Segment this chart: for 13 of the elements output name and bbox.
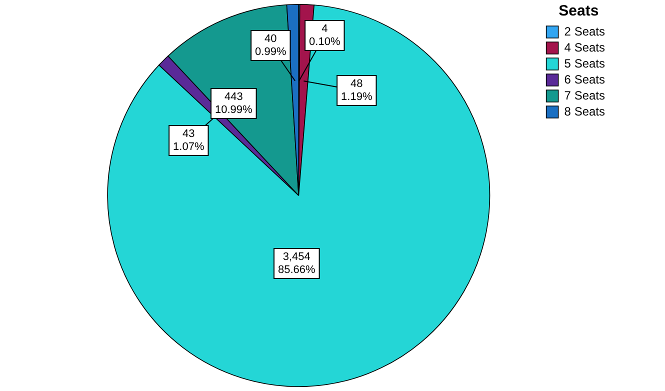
legend-label: 8 Seats [564, 104, 606, 118]
legend-label: 2 Seats [564, 24, 606, 38]
legend-label: 7 Seats [564, 88, 606, 102]
data-label: 43 1.07% [173, 128, 204, 154]
legend-title: Seats [558, 2, 599, 20]
data-label: 3,454 85.66% [278, 251, 316, 276]
data-label: 40 0.99% [255, 33, 286, 58]
data-label: 48 1.19% [341, 78, 372, 104]
legend-label: 6 Seats [564, 72, 606, 86]
legend-label: 5 Seats [564, 56, 606, 70]
data-label: 4 0.10% [309, 23, 340, 48]
data-label: 443 10.99% [214, 91, 253, 116]
legend-label: 4 Seats [564, 40, 606, 54]
